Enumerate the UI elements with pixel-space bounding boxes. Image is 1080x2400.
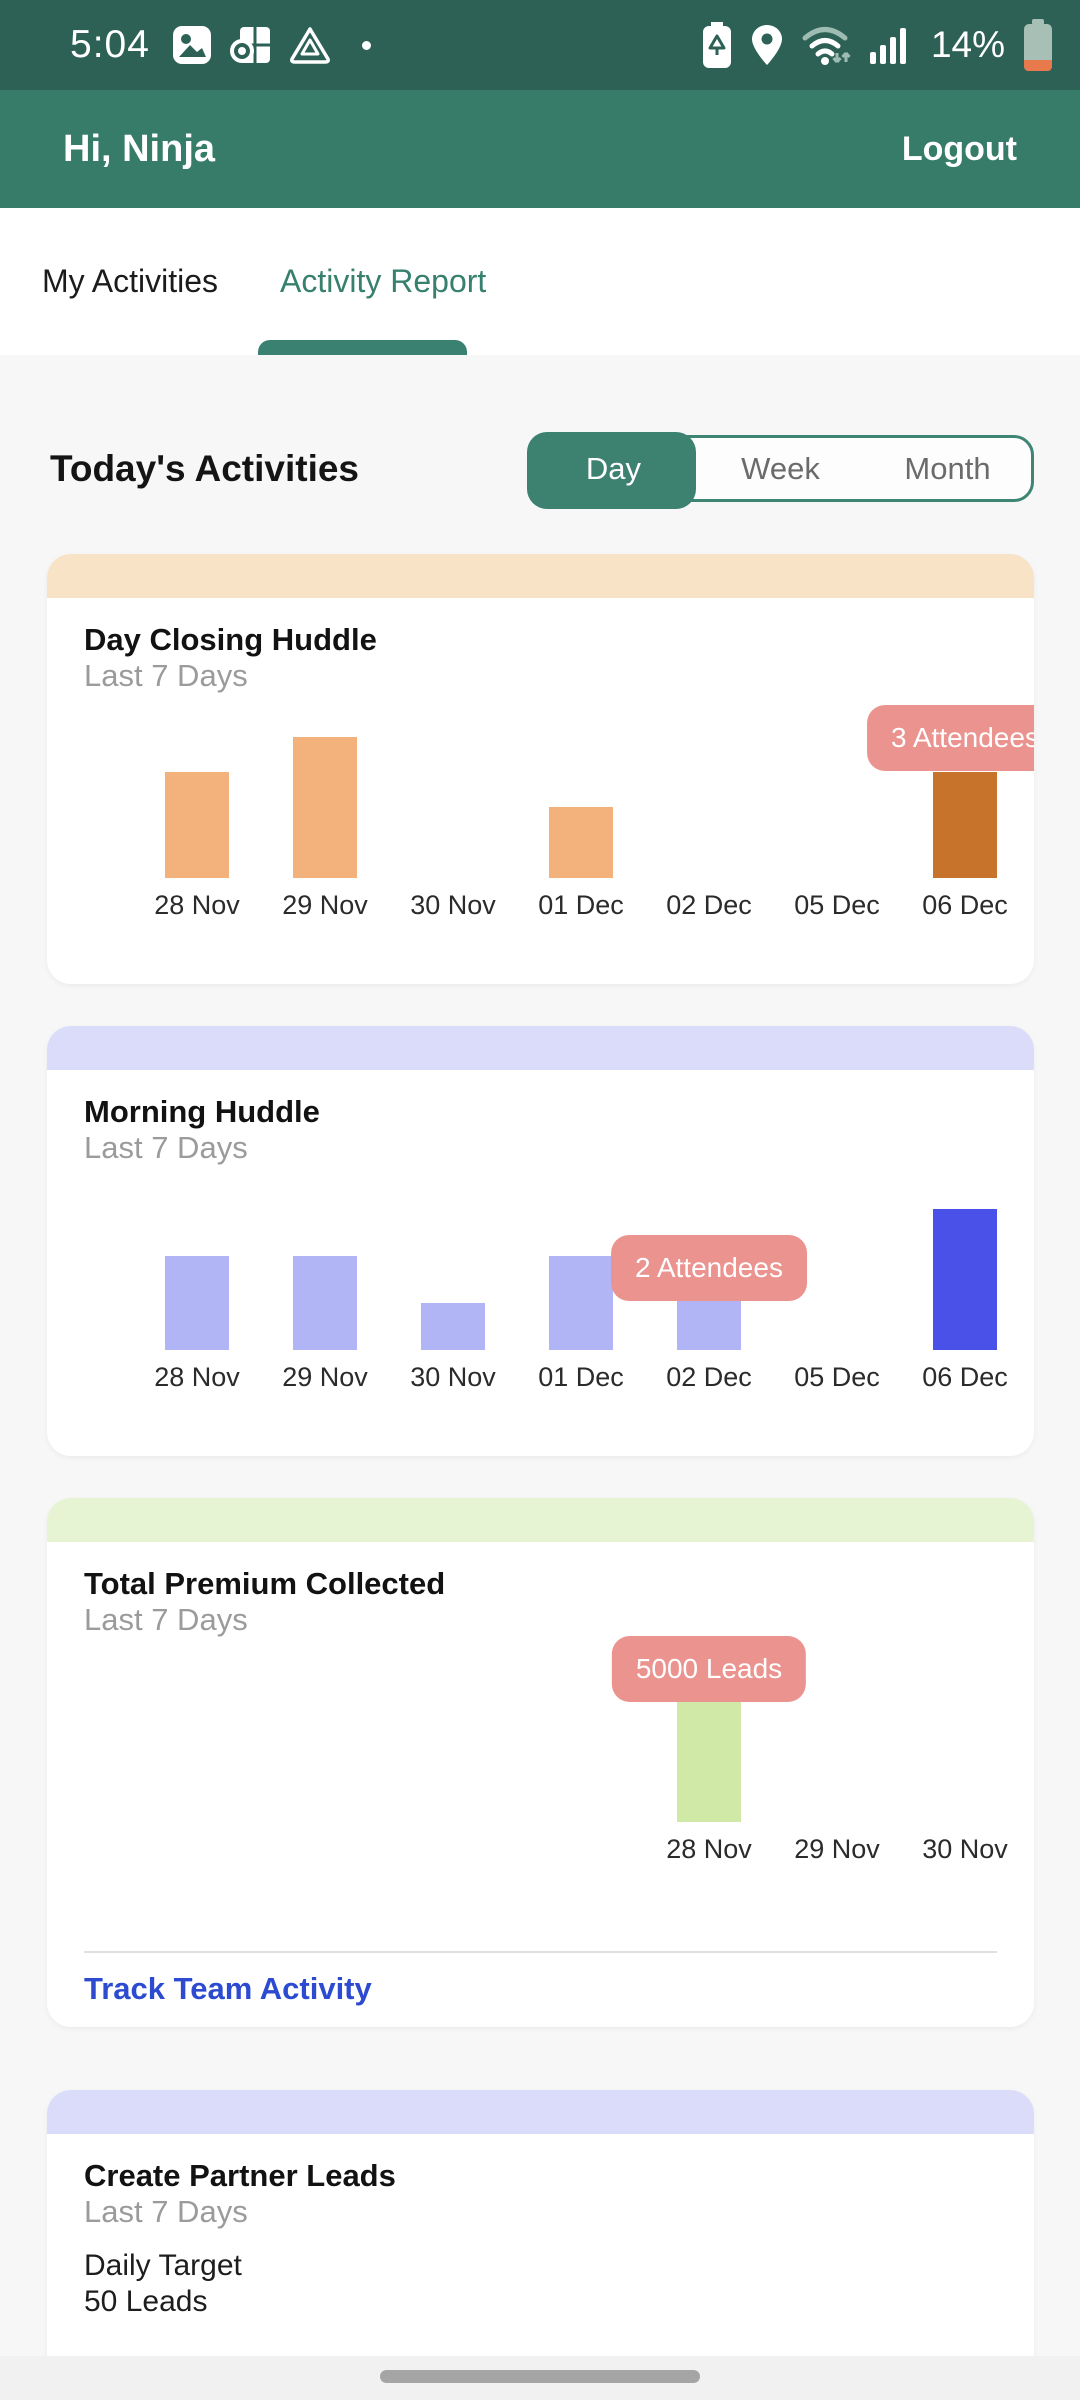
bar-28-nov[interactable] [165,772,229,878]
outlook-icon [228,25,272,65]
gesture-handle[interactable] [380,2370,700,2383]
x-axis-label: 30 Nov [410,1362,496,1392]
card-accent-strip [47,1026,1034,1070]
x-axis-label: 02 Dec [666,1362,752,1392]
bar-28-nov[interactable] [165,1256,229,1350]
x-axis-label: 01 Dec [538,1362,624,1392]
daily-target-value: 50 Leads [84,2285,208,2318]
battery-icon [1022,19,1054,71]
section-header: Today's Activities Day Week Month [47,355,1034,554]
card-title: Morning Huddle [84,1094,320,1129]
bar-06-dec[interactable] [933,1209,997,1350]
chart-tooltip: 3 Attendees [867,705,1034,771]
x-axis-label: 05 Dec [794,1362,880,1392]
x-axis-label: 05 Dec [794,890,880,920]
card-subtitle: Last 7 Days [84,1602,248,1637]
card-subtitle: Last 7 Days [84,2194,248,2229]
card-day-closing-huddle: Day Closing Huddle Last 7 Days 28 Nov 29 … [47,554,1034,984]
x-axis-label: 06 Dec [922,1362,1008,1392]
logout-button[interactable]: Logout [901,129,1017,168]
period-toggle: Day Week Month [527,432,1034,509]
card-create-partner-leads: Create Partner Leads Last 7 Days Daily T… [47,2090,1034,2400]
x-axis-label: 28 Nov [154,1362,240,1392]
wifi-icon [801,23,853,67]
battery-saver-icon [701,22,733,68]
greeting-text: Hi, Ninja [63,127,216,170]
drive-alert-icon [288,25,332,65]
x-axis-label: 01 Dec [538,890,624,920]
bar-01-dec[interactable] [549,1256,613,1350]
bar-30-nov[interactable] [421,1303,485,1350]
card-title: Day Closing Huddle [84,622,377,657]
bar-01-dec[interactable] [549,807,613,878]
bar-06-dec[interactable] [933,772,997,878]
x-axis-label: 02 Dec [666,890,752,920]
battery-percent: 14% [930,24,1005,65]
x-axis-label: 29 Nov [282,890,368,920]
bar-chart-morning-huddle: 28 Nov 29 Nov 30 Nov 01 Dec 02 Dec 05 Dec 06 D… [84,1166,1008,1410]
bar-28-nov[interactable] [677,1681,741,1822]
x-axis-label: 30 Nov [410,890,496,920]
daily-target-label: Daily Target [84,2249,242,2282]
active-tab-indicator [258,340,467,355]
x-axis-label: 28 Nov [666,1834,752,1864]
bar-29-nov[interactable] [293,1256,357,1350]
x-axis-label: 28 Nov [154,890,240,920]
notification-dot [361,40,371,50]
chart-tooltip: 5000 Leads [611,1636,807,1702]
status-bar: 5:04 1 [0,0,1080,90]
system-icons: 14% [701,19,1054,71]
tab-my-activities[interactable]: My Activities [42,263,219,299]
card-subtitle: Last 7 Days [84,1130,248,1165]
x-axis-label: 30 Nov [922,1834,1008,1864]
toggle-option-day[interactable]: Day [530,438,697,499]
card-title: Create Partner Leads [84,2158,396,2193]
location-icon [750,23,784,67]
toggle-option-month[interactable]: Month [864,438,1031,499]
card-morning-huddle: Morning Huddle Last 7 Days 28 Nov 29 Nov 3… [47,1026,1034,1456]
clock: 5:04 [70,23,150,66]
gallery-icon [172,25,212,65]
card-accent-strip [47,2090,1034,2134]
bottom-nav-area [0,2356,1080,2400]
x-axis-label: 06 Dec [922,890,1008,920]
signal-icon [869,24,910,66]
track-team-activity-link[interactable]: Track Team Activity [84,1953,372,2027]
activity-report-content: Today's Activities Day Week Month Day Cl… [0,355,1080,2400]
toggle-selected-pill [527,432,696,509]
bar-chart-day-closing-huddle: 28 Nov 29 Nov 30 Nov 01 Dec 02 Dec 05 Dec 06 D… [84,694,1034,938]
chart-tooltip: 2 Attendees [611,1235,807,1301]
card-accent-strip [47,554,1034,598]
bar-29-nov[interactable] [293,737,357,878]
card-title: Total Premium Collected [84,1566,446,1601]
card-total-premium-collected: Total Premium Collected Last 7 Days 28 N… [47,1498,1034,2027]
page-title: Today's Activities [50,447,360,489]
tab-activity-report[interactable]: Activity Report [280,263,487,299]
card-subtitle: Last 7 Days [84,658,248,693]
notification-icons [172,25,371,65]
x-axis-label: 29 Nov [282,1362,368,1392]
x-axis-label: 29 Nov [794,1834,880,1864]
toggle-option-week[interactable]: Week [697,438,864,499]
divider [84,1951,997,1953]
card-accent-strip [47,1498,1034,1542]
tab-bar: My Activities Activity Report [0,208,1080,355]
bar-chart-total-premium: 28 Nov 29 Nov 30 Nov 5000 Leads [84,1636,1008,1882]
app-header: Hi, Ninja Logout [0,90,1080,208]
